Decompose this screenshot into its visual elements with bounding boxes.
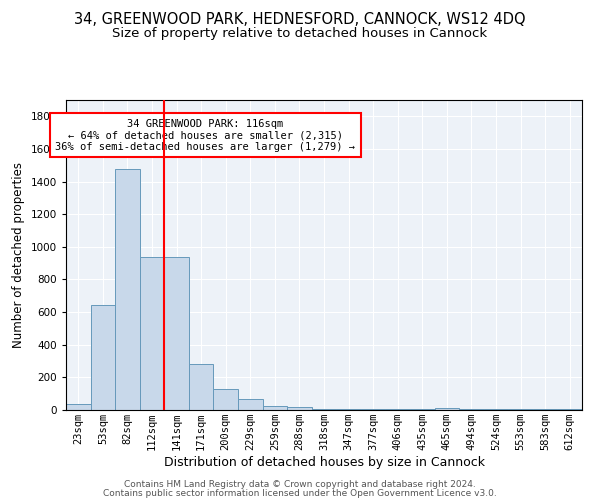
Bar [189, 364, 214, 410]
X-axis label: Distribution of detached houses by size in Cannock: Distribution of detached houses by size … [163, 456, 485, 469]
Bar [91, 305, 115, 410]
Bar [238, 398, 263, 410]
Bar [484, 409, 508, 410]
Bar [361, 409, 385, 410]
Bar [410, 409, 434, 410]
Text: Contains public sector information licensed under the Open Government Licence v3: Contains public sector information licen… [103, 489, 497, 498]
Text: 34, GREENWOOD PARK, HEDNESFORD, CANNOCK, WS12 4DQ: 34, GREENWOOD PARK, HEDNESFORD, CANNOCK,… [74, 12, 526, 28]
Text: Contains HM Land Registry data © Crown copyright and database right 2024.: Contains HM Land Registry data © Crown c… [124, 480, 476, 489]
Text: Size of property relative to detached houses in Cannock: Size of property relative to detached ho… [112, 28, 488, 40]
Bar [214, 389, 238, 410]
Bar [115, 168, 140, 410]
Bar [287, 406, 312, 410]
Bar [164, 258, 189, 410]
Bar [434, 408, 459, 410]
Bar [263, 406, 287, 410]
Y-axis label: Number of detached properties: Number of detached properties [12, 162, 25, 348]
Bar [385, 409, 410, 410]
Bar [459, 409, 484, 410]
Bar [533, 409, 557, 410]
Bar [557, 409, 582, 410]
Bar [140, 258, 164, 410]
Bar [312, 409, 336, 410]
Text: 34 GREENWOOD PARK: 116sqm
← 64% of detached houses are smaller (2,315)
36% of se: 34 GREENWOOD PARK: 116sqm ← 64% of detac… [55, 118, 355, 152]
Bar [66, 404, 91, 410]
Bar [336, 409, 361, 410]
Bar [508, 409, 533, 410]
